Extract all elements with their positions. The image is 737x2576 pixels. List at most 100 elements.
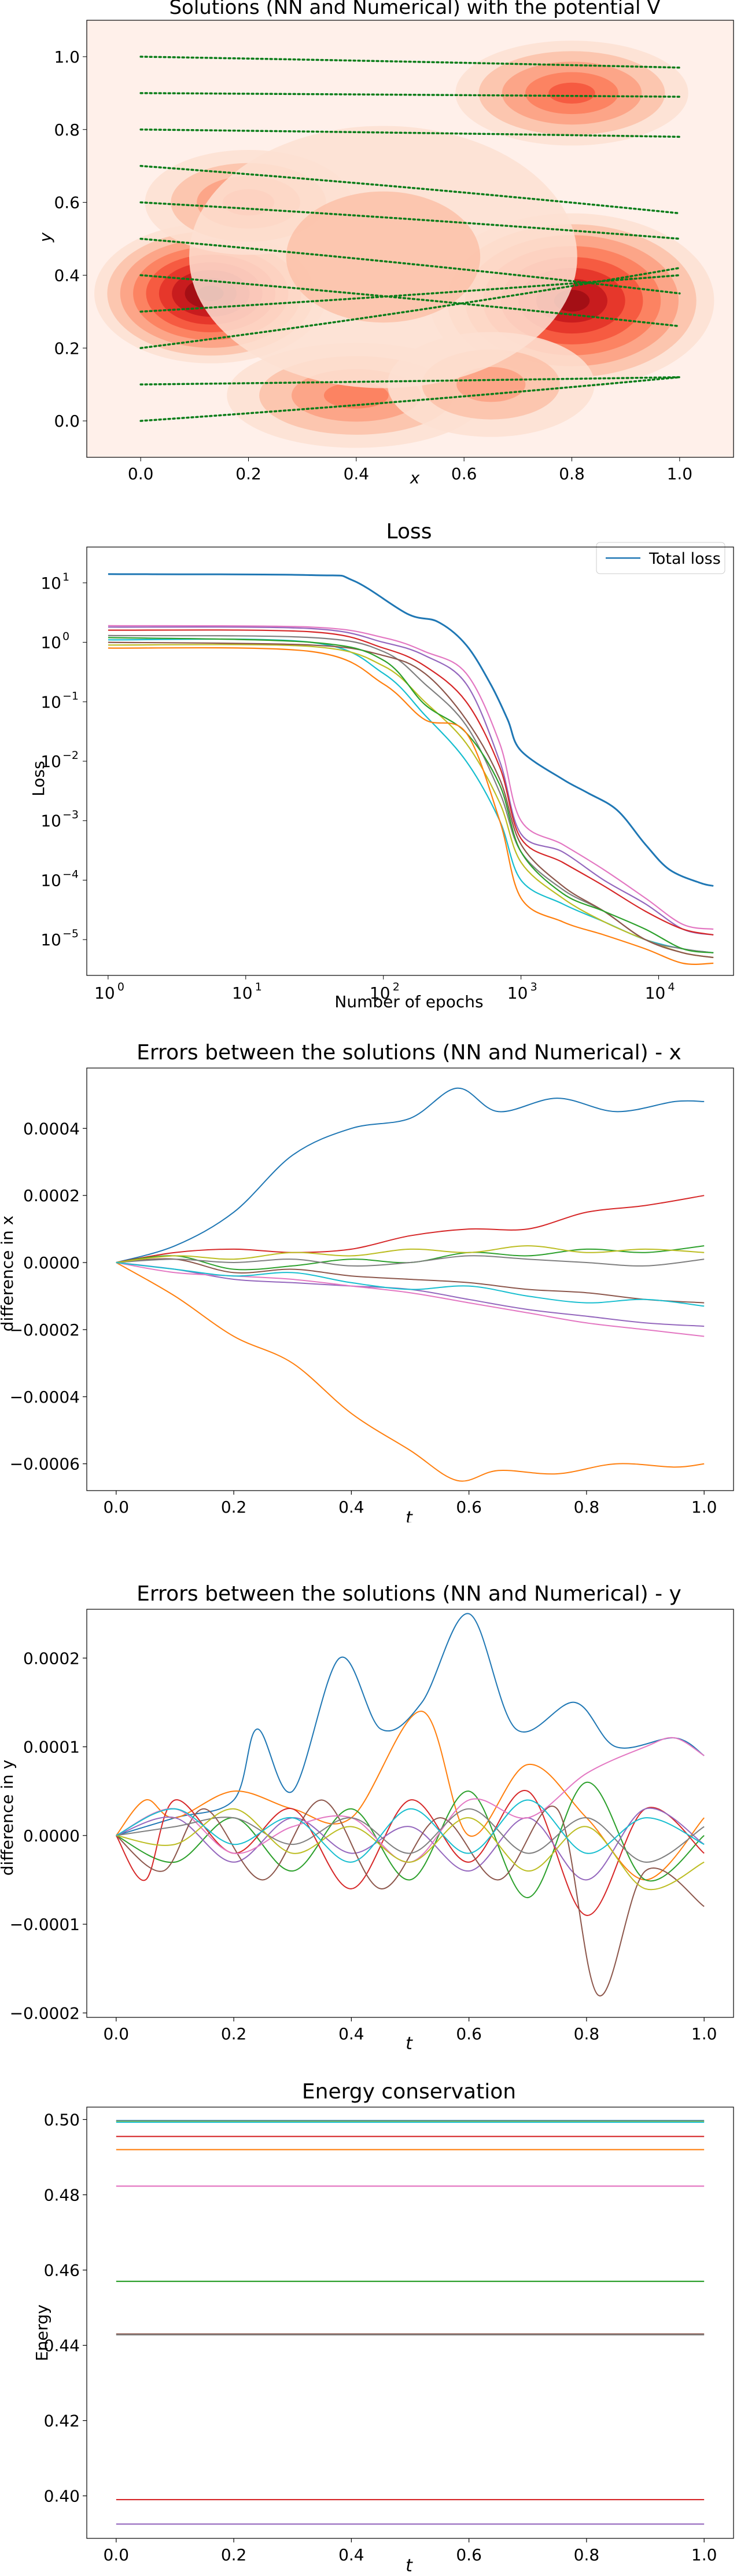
trajectory-line [139, 376, 681, 422]
y-tick-label: 0.0002 [23, 1649, 80, 1668]
error-line [115, 1790, 705, 1916]
error-line [116, 1262, 705, 1307]
potential-chart: Solutions (NN and Numerical) with the po… [36, 0, 734, 487]
x-axis-label: t [406, 2556, 413, 2576]
x-axis-label: t [406, 2034, 413, 2054]
plot-frame [86, 1609, 734, 2018]
x-tick-label: 10 [232, 984, 253, 1003]
error-line [116, 1195, 705, 1263]
x-tick-label: 10 [94, 984, 115, 1003]
y-tick-label: 10 [40, 574, 61, 593]
loss-line [108, 641, 714, 959]
error-line [116, 1711, 705, 1881]
x-tick-label: 10 [370, 984, 390, 1003]
x-tick-exponent: 3 [530, 981, 537, 993]
y-axis-label: y [36, 232, 55, 243]
errors-x-chart: Errors between the solutions (NN and Num… [0, 1041, 734, 1522]
y-axis-label: difference in y [0, 1760, 17, 1876]
x-tick-exponent: 2 [393, 981, 400, 993]
x-tick-label: 0.6 [456, 2545, 482, 2564]
loss-chart: Loss Number of epochs Loss Total loss 10… [29, 520, 734, 1011]
potential-level [456, 366, 526, 402]
loss-panel: Loss Number of epochs Loss Total loss 10… [0, 504, 737, 1019]
loss-line [108, 634, 714, 953]
error-line [116, 1613, 705, 1836]
plot-frame [86, 546, 734, 976]
x-tick-label: 0.6 [456, 2024, 482, 2043]
y-tick-label: 0.0002 [23, 1186, 80, 1205]
x-tick-exponent: 4 [668, 981, 675, 993]
y-tick-label: −0.0004 [10, 1388, 80, 1407]
y-tick-label: 0.40 [44, 2487, 80, 2506]
chart-title: Loss [386, 520, 432, 544]
x-tick-label: 10 [645, 984, 666, 1003]
trajectory-line [139, 56, 681, 69]
y-axis-label: Energy [32, 2305, 51, 2361]
x-tick-label: 0.6 [456, 1498, 482, 1517]
y-tick-label: −0.0002 [10, 1320, 80, 1340]
x-tick-label: 0.6 [451, 464, 477, 483]
x-tick-label: 0.2 [235, 464, 261, 483]
x-tick-exponent: 1 [255, 981, 262, 993]
x-axis-label: x [410, 468, 420, 487]
chart-title: Energy conservation [302, 2080, 516, 2104]
x-tick-label: 0.8 [574, 2545, 600, 2564]
potential-level [548, 82, 595, 104]
x-tick-label: 0.8 [574, 1498, 600, 1517]
trajectory-line [139, 237, 681, 295]
x-tick-label: 1.0 [691, 2024, 717, 2043]
trajectory-line [139, 274, 681, 313]
x-tick-label: 0.4 [344, 464, 370, 483]
y-tick-label: 10 [40, 812, 61, 831]
plot-frame [86, 20, 734, 458]
y-tick-exponent: −5 [62, 927, 79, 940]
x-tick-label: 0.2 [221, 1498, 247, 1517]
y-tick-label: 10 [40, 752, 61, 771]
loss-line [108, 638, 714, 953]
energy-chart: Energy conservation t Energy 0.0 0.2 0.4 0.… [32, 2080, 734, 2576]
error-line [116, 1799, 705, 1863]
y-tick-label: 0.0 [54, 412, 80, 431]
x-tick-label: 1.0 [667, 464, 693, 483]
x-tick-label: 0.8 [574, 2024, 600, 2043]
y-tick-exponent: −3 [62, 809, 79, 821]
x-tick-label: 0.0 [128, 464, 154, 483]
error-line [116, 1799, 705, 1997]
y-tick-label: 0.8 [54, 120, 80, 140]
y-tick-label: 0.48 [44, 2185, 80, 2204]
x-tick-exponent: 0 [117, 981, 124, 993]
error-line [116, 1262, 705, 1482]
error-line [116, 1258, 705, 1304]
y-tick-label: −0.0001 [10, 1915, 80, 1934]
x-tick-label: 1.0 [691, 2545, 717, 2564]
trajectory-line [139, 201, 681, 240]
y-axis-label: Loss [29, 761, 48, 796]
y-tick-label: 0.0001 [23, 1738, 80, 1757]
error-series [115, 1613, 705, 1997]
x-tick-label: 0.4 [338, 1498, 364, 1517]
error-line [116, 1807, 705, 1881]
y-tick-label: 0.50 [44, 2110, 80, 2129]
error-line [116, 1808, 705, 1863]
trajectory-line [139, 267, 681, 349]
y-tick-label: −0.0002 [10, 2003, 80, 2023]
potential-panel: Solutions (NN and Numerical) with the po… [0, 0, 737, 504]
y-tick-label: 0.0000 [23, 1826, 80, 1845]
legend-label-total-loss: Total loss [648, 550, 721, 568]
error-series [116, 1087, 705, 1482]
potential-level [286, 191, 481, 323]
loss-line [108, 644, 714, 959]
loss-series [108, 573, 714, 965]
error-line [116, 1245, 705, 1263]
x-axis-label: Number of epochs [334, 992, 483, 1011]
y-axis-label: difference in x [0, 1216, 17, 1331]
y-tick-label: 0.4 [54, 266, 80, 285]
y-tick-label: −0.0006 [10, 1455, 80, 1474]
trajectory-line [139, 274, 681, 328]
y-tick-label: 0.42 [44, 2412, 80, 2431]
trajectory-line [139, 164, 681, 215]
x-tick-label: 0.0 [104, 2545, 130, 2564]
y-tick-label: 10 [40, 871, 61, 890]
plot-frame [86, 2107, 734, 2539]
y-tick-label: 0.0000 [23, 1253, 80, 1272]
